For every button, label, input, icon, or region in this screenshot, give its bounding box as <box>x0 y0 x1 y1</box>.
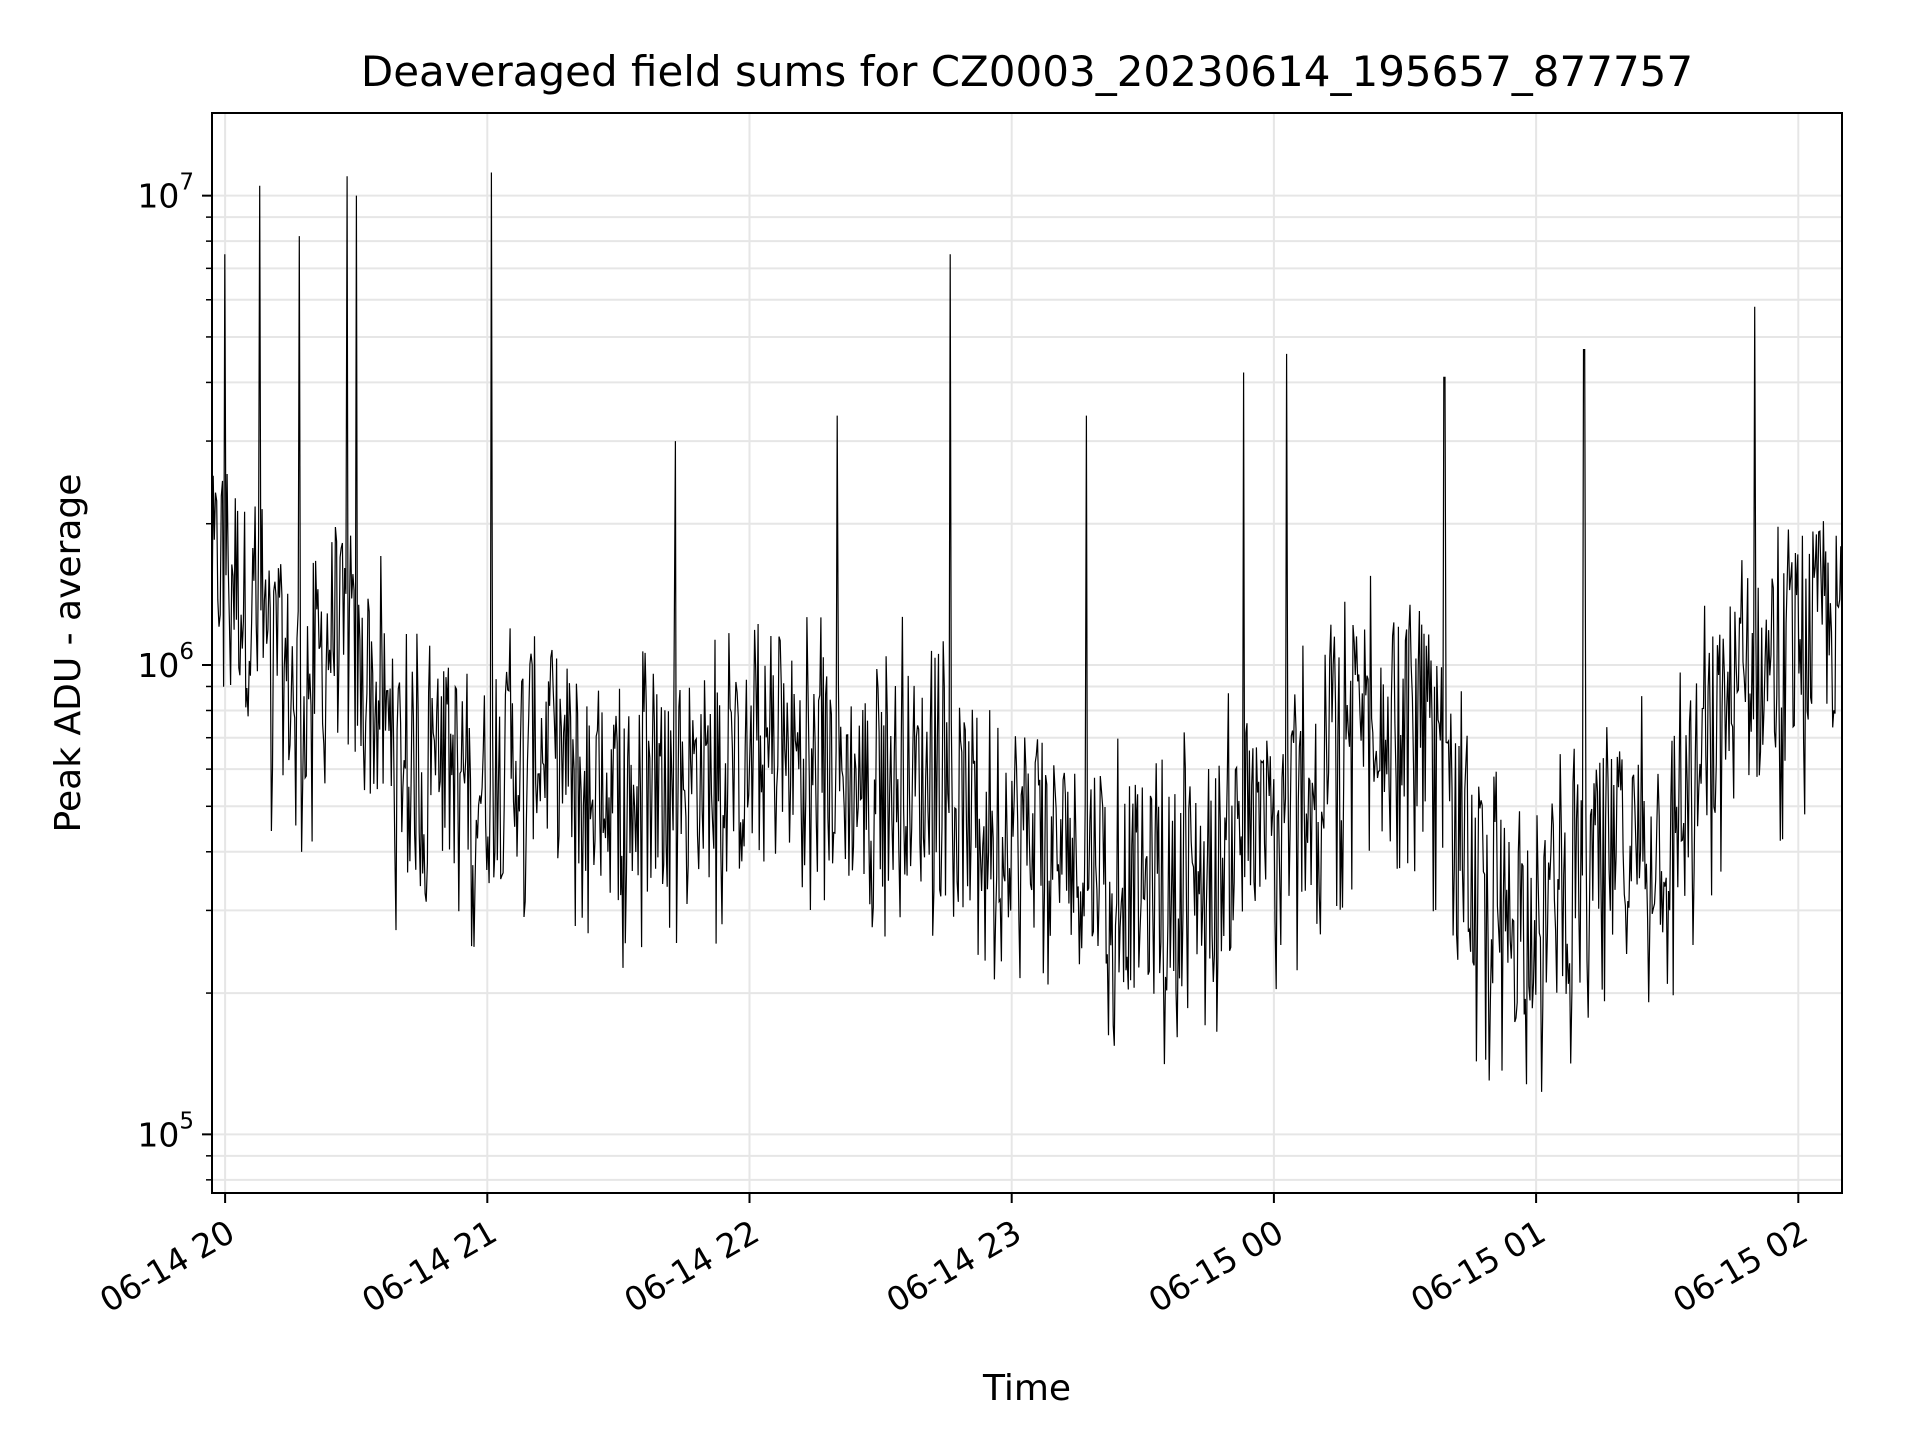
x-axis-label: Time <box>982 1368 1071 1409</box>
plot-frame <box>211 112 1843 1194</box>
chart-title: Deaveraged field sums for CZ0003_2023061… <box>361 47 1693 96</box>
y-tick-exponent: 7 <box>179 170 194 196</box>
y-tick-label: 106 <box>137 639 194 685</box>
y-tick-label: 107 <box>137 170 194 216</box>
data-series-line <box>212 172 1842 1092</box>
y-tick-label: 105 <box>137 1108 194 1154</box>
y-tick-base: 10 <box>137 177 179 216</box>
y-axis-label: Peak ADU - average <box>48 474 89 833</box>
y-tick-exponent: 5 <box>179 1108 194 1134</box>
data-layer <box>212 172 1842 1092</box>
y-tick-base: 10 <box>137 1115 179 1154</box>
y-tick-base: 10 <box>137 646 179 685</box>
y-tick-exponent: 6 <box>179 639 194 665</box>
